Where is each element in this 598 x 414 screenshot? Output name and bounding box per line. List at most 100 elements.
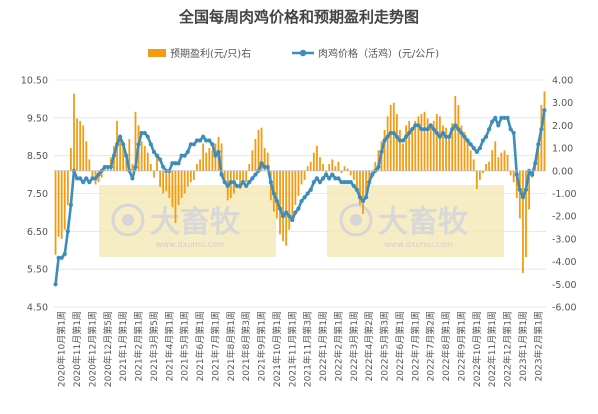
profit-bar <box>245 170 248 183</box>
price-point <box>459 130 464 136</box>
profit-bar <box>229 170 232 199</box>
price-point <box>136 142 141 147</box>
y-right-tick-label: 4.00 <box>552 76 573 87</box>
x-tick-label: 2021年8月第3周 <box>240 311 252 381</box>
price-point <box>133 164 138 170</box>
price-point <box>68 202 74 207</box>
profit-bar <box>66 170 69 205</box>
profit-bar <box>288 170 291 230</box>
price-point <box>81 180 86 185</box>
price-point <box>388 130 393 136</box>
price-point <box>234 183 240 189</box>
profit-bar <box>156 157 158 171</box>
price-point <box>407 130 412 136</box>
price-point <box>456 127 461 132</box>
price-point <box>299 198 304 204</box>
profit-bar <box>463 132 466 171</box>
profit-bar <box>54 170 57 255</box>
price-point <box>450 127 455 132</box>
profit-bar <box>537 143 540 171</box>
price-point <box>108 164 113 170</box>
price-point <box>370 172 375 177</box>
price-point <box>351 183 356 189</box>
x-tick-label: 2022年4月第2周 <box>363 311 375 381</box>
profit-bar <box>100 170 103 178</box>
profit-bar <box>411 127 414 171</box>
y-right-tick-label: -2.00 <box>552 212 577 223</box>
price-point <box>311 180 316 185</box>
price-point <box>287 214 292 219</box>
profit-bar <box>282 170 284 242</box>
profit-bar <box>522 170 524 273</box>
profit-bar <box>276 170 278 219</box>
x-tick-label: 2020年12月第5周 <box>102 311 114 387</box>
price-point <box>320 176 326 181</box>
price-point <box>293 210 298 215</box>
price-point <box>520 195 526 200</box>
price-point <box>121 142 126 147</box>
price-point <box>124 153 129 158</box>
price-point <box>508 127 513 132</box>
profit-bar <box>525 170 527 258</box>
price-point <box>317 180 323 185</box>
profit-bar <box>417 116 420 171</box>
profit-bar <box>469 150 472 171</box>
legend-bar-label: 预期盈利(元/只)右 <box>170 47 251 60</box>
profit-bar <box>140 141 143 171</box>
x-tick-label: 2022年7月第2周 <box>425 311 437 381</box>
price-point <box>403 134 409 139</box>
price-point <box>204 138 209 143</box>
profit-bar <box>445 127 447 171</box>
price-point <box>247 180 252 185</box>
profit-bar <box>236 170 238 180</box>
legend-line-label: 肉鸡价格（活鸡）(元/公斤) <box>318 47 439 60</box>
price-point <box>348 180 353 185</box>
profit-bar <box>103 168 106 171</box>
profit-bar <box>162 170 165 194</box>
price-point <box>425 127 430 132</box>
profit-bar <box>359 170 361 205</box>
profit-bar <box>482 170 484 174</box>
profit-bar <box>122 141 125 171</box>
profit-bar <box>180 170 183 199</box>
profit-bar <box>171 170 174 208</box>
price-point <box>379 149 384 154</box>
price-point <box>213 153 218 158</box>
profit-bar <box>199 159 201 171</box>
price-point <box>400 138 406 143</box>
profit-bar <box>365 170 368 199</box>
x-tick-label: 2021年8月第1周 <box>225 311 237 381</box>
price-point <box>296 206 301 211</box>
profit-bar <box>239 170 241 189</box>
profit-bar <box>279 170 281 235</box>
svg-text:www.dxumu.com: www.dxumu.com <box>156 240 225 249</box>
price-point <box>397 138 403 143</box>
price-point <box>194 138 200 143</box>
price-point <box>336 176 341 181</box>
x-tick-label: 2021年3月第5周 <box>148 311 160 381</box>
y-axis-left: 4.50 5.50 6.50 7.50 8.50 9.50 10.50 <box>21 76 48 314</box>
price-point <box>259 161 264 166</box>
price-point <box>533 161 538 166</box>
price-point <box>422 127 427 132</box>
profit-bar <box>442 125 444 171</box>
profit-bar <box>322 163 324 171</box>
profit-bar <box>131 163 134 171</box>
x-tick-label: 2022年8月第1周 <box>440 311 452 381</box>
price-point <box>253 172 258 177</box>
profit-bar <box>472 159 475 171</box>
price-point <box>197 138 203 143</box>
profit-bar <box>82 125 85 171</box>
profit-bar <box>346 168 349 171</box>
y-right-tick-label: 1.00 <box>552 144 573 155</box>
price-point <box>471 146 476 151</box>
profit-bar <box>374 161 377 171</box>
price-point <box>207 138 212 143</box>
price-point <box>376 164 381 170</box>
price-point <box>191 142 197 147</box>
price-point <box>154 153 160 158</box>
profit-bar <box>503 150 506 171</box>
y-right-tick-label: 3.00 <box>552 98 573 109</box>
price-point <box>290 217 295 223</box>
profit-bar <box>291 170 294 221</box>
